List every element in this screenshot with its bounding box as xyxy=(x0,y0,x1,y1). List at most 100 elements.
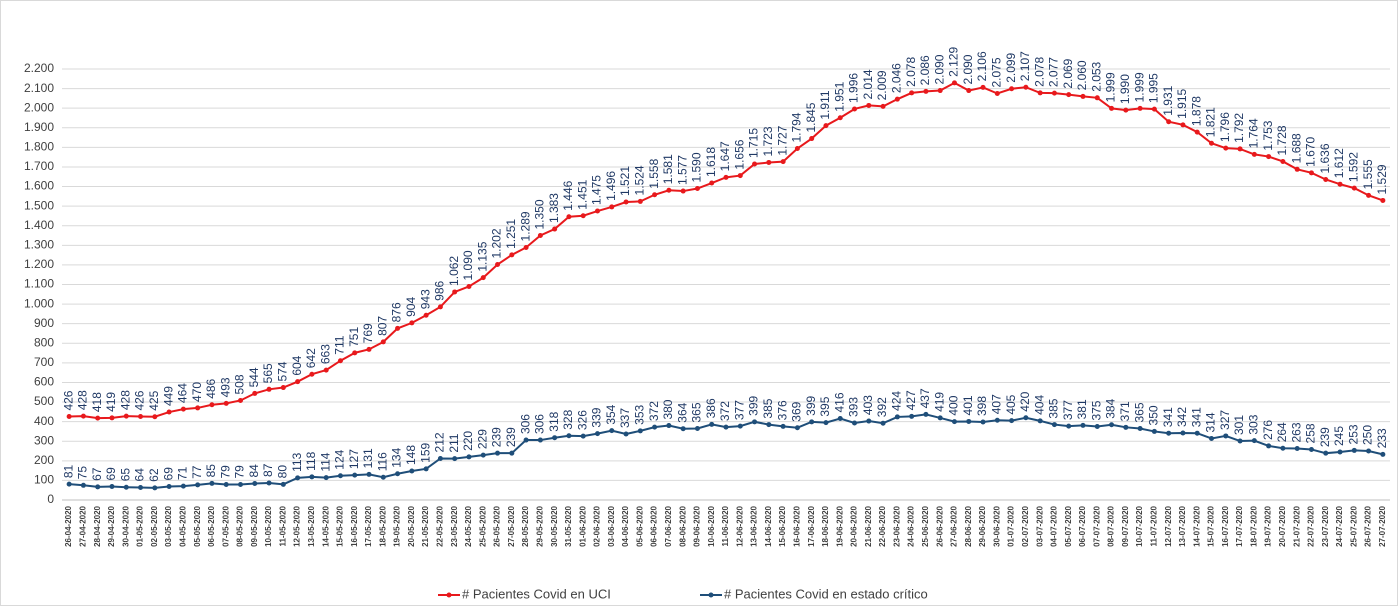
y-tick-label: 300 xyxy=(34,433,54,447)
data-point xyxy=(752,419,758,425)
data-point xyxy=(1166,119,1172,125)
data-label: 1.715 xyxy=(747,128,761,158)
data-label: 384 xyxy=(1104,398,1118,418)
data-label: 420 xyxy=(1018,391,1032,411)
y-tick-label: 2.000 xyxy=(24,100,54,114)
x-tick-label: 08-07-2020 xyxy=(1107,505,1116,546)
data-point xyxy=(1308,170,1314,176)
data-point xyxy=(1009,86,1015,92)
data-label: 276 xyxy=(1261,420,1275,440)
data-point xyxy=(1137,105,1143,111)
data-label: 263 xyxy=(1289,422,1303,442)
data-point xyxy=(380,339,386,345)
data-label: 114 xyxy=(318,452,332,471)
x-tick-label: 05-06-2020 xyxy=(635,505,644,546)
data-label: 239 xyxy=(1318,427,1332,447)
data-point xyxy=(766,422,772,428)
data-label: 1.555 xyxy=(1361,159,1375,189)
data-label: 62 xyxy=(147,468,161,482)
data-label: 986 xyxy=(433,280,447,300)
x-tick-label: 30-06-2020 xyxy=(992,505,1001,546)
x-tick-label: 06-05-2020 xyxy=(207,505,216,546)
data-label: 87 xyxy=(261,463,275,477)
data-label: 425 xyxy=(147,390,161,410)
data-label: 85 xyxy=(204,464,218,478)
data-label: 341 xyxy=(1189,407,1203,427)
data-point xyxy=(380,474,386,480)
data-point xyxy=(594,431,600,437)
legend-label: # Pacientes Covid en estado crítico xyxy=(724,586,928,601)
data-label: 306 xyxy=(518,414,532,434)
data-point xyxy=(252,390,258,396)
data-point xyxy=(1366,448,1372,454)
y-tick-label: 1.600 xyxy=(24,179,54,193)
x-tick-label: 20-07-2020 xyxy=(1278,505,1287,546)
data-point xyxy=(1237,146,1243,152)
data-point xyxy=(209,480,215,486)
data-label: 385 xyxy=(761,398,775,418)
data-point xyxy=(295,475,301,481)
data-label: 904 xyxy=(404,297,418,317)
data-point xyxy=(580,433,586,439)
data-point xyxy=(1251,151,1257,157)
data-label: 1.792 xyxy=(1232,113,1246,143)
data-label: 1.996 xyxy=(847,73,861,103)
data-label: 350 xyxy=(1147,405,1161,425)
data-label: 79 xyxy=(233,465,247,479)
data-label: 1.451 xyxy=(575,179,589,209)
y-tick-label: 1.800 xyxy=(24,140,54,154)
data-point xyxy=(737,173,743,179)
data-point xyxy=(1009,418,1015,424)
data-point xyxy=(1223,433,1229,439)
data-label: 2.129 xyxy=(947,47,961,77)
data-label: 1.618 xyxy=(704,147,718,177)
data-label: 1.446 xyxy=(561,180,575,210)
data-label: 449 xyxy=(161,386,175,406)
y-tick-label: 1.400 xyxy=(24,218,54,232)
data-label: 2.069 xyxy=(1061,58,1075,88)
x-tick-label: 07-06-2020 xyxy=(664,505,673,546)
data-point xyxy=(1294,445,1300,451)
data-point xyxy=(780,423,786,429)
data-label: 403 xyxy=(861,395,875,415)
x-tick-label: 24-07-2020 xyxy=(1335,505,1344,546)
data-point xyxy=(452,289,458,295)
y-tick-label: 0 xyxy=(47,492,54,506)
data-label: 341 xyxy=(1161,407,1175,427)
data-label: 401 xyxy=(961,395,975,415)
data-point xyxy=(566,214,572,220)
data-point xyxy=(1080,422,1086,428)
data-label: 148 xyxy=(404,445,418,465)
data-point xyxy=(1209,435,1215,441)
data-point xyxy=(180,406,186,412)
x-tick-label: 27-04-2020 xyxy=(79,505,88,546)
data-point xyxy=(652,192,658,198)
data-label: 1.911 xyxy=(818,90,832,119)
x-tick-label: 23-05-2020 xyxy=(450,505,459,546)
data-label: 399 xyxy=(747,395,761,415)
data-label: 377 xyxy=(1061,400,1075,420)
data-label: 426 xyxy=(61,390,75,410)
x-tick-label: 20-06-2020 xyxy=(850,505,859,546)
data-label: 376 xyxy=(775,400,789,420)
data-point xyxy=(223,400,229,406)
data-label: 65 xyxy=(118,468,132,482)
data-label: 1.581 xyxy=(661,154,675,184)
x-tick-label: 23-06-2020 xyxy=(892,505,901,546)
data-point xyxy=(323,367,329,373)
data-label: 377 xyxy=(732,400,746,420)
data-point xyxy=(766,159,772,165)
data-point xyxy=(1023,415,1029,421)
data-point xyxy=(352,350,358,356)
data-label: 380 xyxy=(661,399,675,419)
data-label: 1.251 xyxy=(504,219,518,249)
data-point xyxy=(909,413,915,419)
x-tick-label: 04-05-2020 xyxy=(178,505,187,546)
data-point xyxy=(537,233,543,239)
data-point xyxy=(466,283,472,289)
data-point xyxy=(723,424,729,430)
x-tick-label: 25-07-2020 xyxy=(1349,505,1358,546)
data-point xyxy=(195,482,201,488)
